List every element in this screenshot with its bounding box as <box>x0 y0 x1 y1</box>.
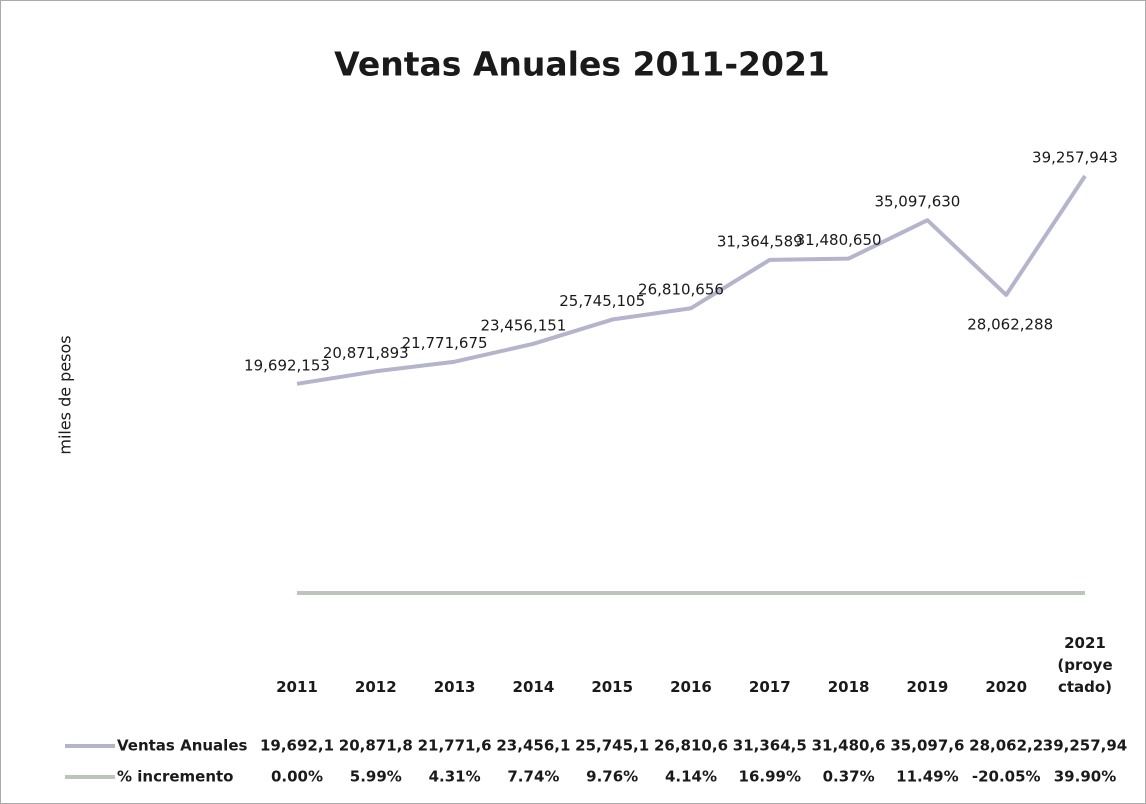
data-label: 31,480,650 <box>796 231 882 249</box>
table-cell: 25,745,1 <box>575 737 649 755</box>
table-cell: 39,257,94 <box>1043 737 1127 755</box>
x-tick-label: 2017 <box>748 678 791 696</box>
table-cell: 31,364,5 <box>733 737 807 755</box>
x-tick-label: 2018 <box>827 678 870 696</box>
legend-label: Ventas Anuales <box>117 737 247 755</box>
table-cell: 16.99% <box>739 768 801 786</box>
x-tick-label: 2011 <box>276 678 318 696</box>
data-label: 35,097,630 <box>874 193 960 211</box>
x-tick-label: 2013 <box>433 678 476 696</box>
table-cell: 4.14% <box>665 768 717 786</box>
x-tick-label: 2021 (proyectado) <box>1057 634 1113 696</box>
data-label: 39,257,943 <box>1032 148 1118 166</box>
table-cell: 9.76% <box>586 768 638 786</box>
data-label: 20,871,893 <box>323 344 409 362</box>
x-tick-label: 2016 <box>670 678 712 696</box>
table-cell: -20.05% <box>972 768 1041 786</box>
table-cell: 23,456,1 <box>496 737 570 755</box>
data-label: 28,062,288 <box>967 315 1053 333</box>
data-label: 23,456,151 <box>480 316 566 334</box>
data-label: 21,771,675 <box>402 334 488 352</box>
table-cell: 26,810,6 <box>654 737 728 755</box>
table-cell: 19,692,1 <box>260 737 334 755</box>
table-cell: 28,062,2 <box>969 737 1043 755</box>
x-tick-label: 2019 <box>906 678 949 696</box>
table-cell: 35,097,6 <box>890 737 964 755</box>
table-cell: 21,771,6 <box>418 737 492 755</box>
table-cell: 31,480,6 <box>812 737 886 755</box>
x-tick-label: 2012 <box>354 678 397 696</box>
data-label: 31,364,589 <box>717 232 803 250</box>
x-tick-label: 2014 <box>512 678 555 696</box>
series-line <box>296 174 1087 386</box>
x-tick-label: 2020 <box>985 678 1028 696</box>
table-cell: 11.49% <box>896 768 958 786</box>
y-axis-label: miles de pesos <box>56 335 75 454</box>
table-cell: 7.74% <box>507 768 559 786</box>
x-tick-label: 2015 <box>591 678 634 696</box>
table-cell: 39.90% <box>1054 768 1116 786</box>
data-label: 19,692,153 <box>244 356 330 374</box>
table-cell: 4.31% <box>429 768 481 786</box>
table-cell: 0.00% <box>271 768 323 786</box>
table-cell: 0.37% <box>823 768 875 786</box>
data-label: 25,745,105 <box>559 292 645 310</box>
table-cell: 5.99% <box>350 768 402 786</box>
data-label: 26,810,656 <box>638 281 724 299</box>
table-cell: 20,871,8 <box>339 737 413 755</box>
legend-label: % incremento <box>117 768 234 786</box>
chart-title: Ventas Anuales 2011-2021 <box>334 45 830 84</box>
